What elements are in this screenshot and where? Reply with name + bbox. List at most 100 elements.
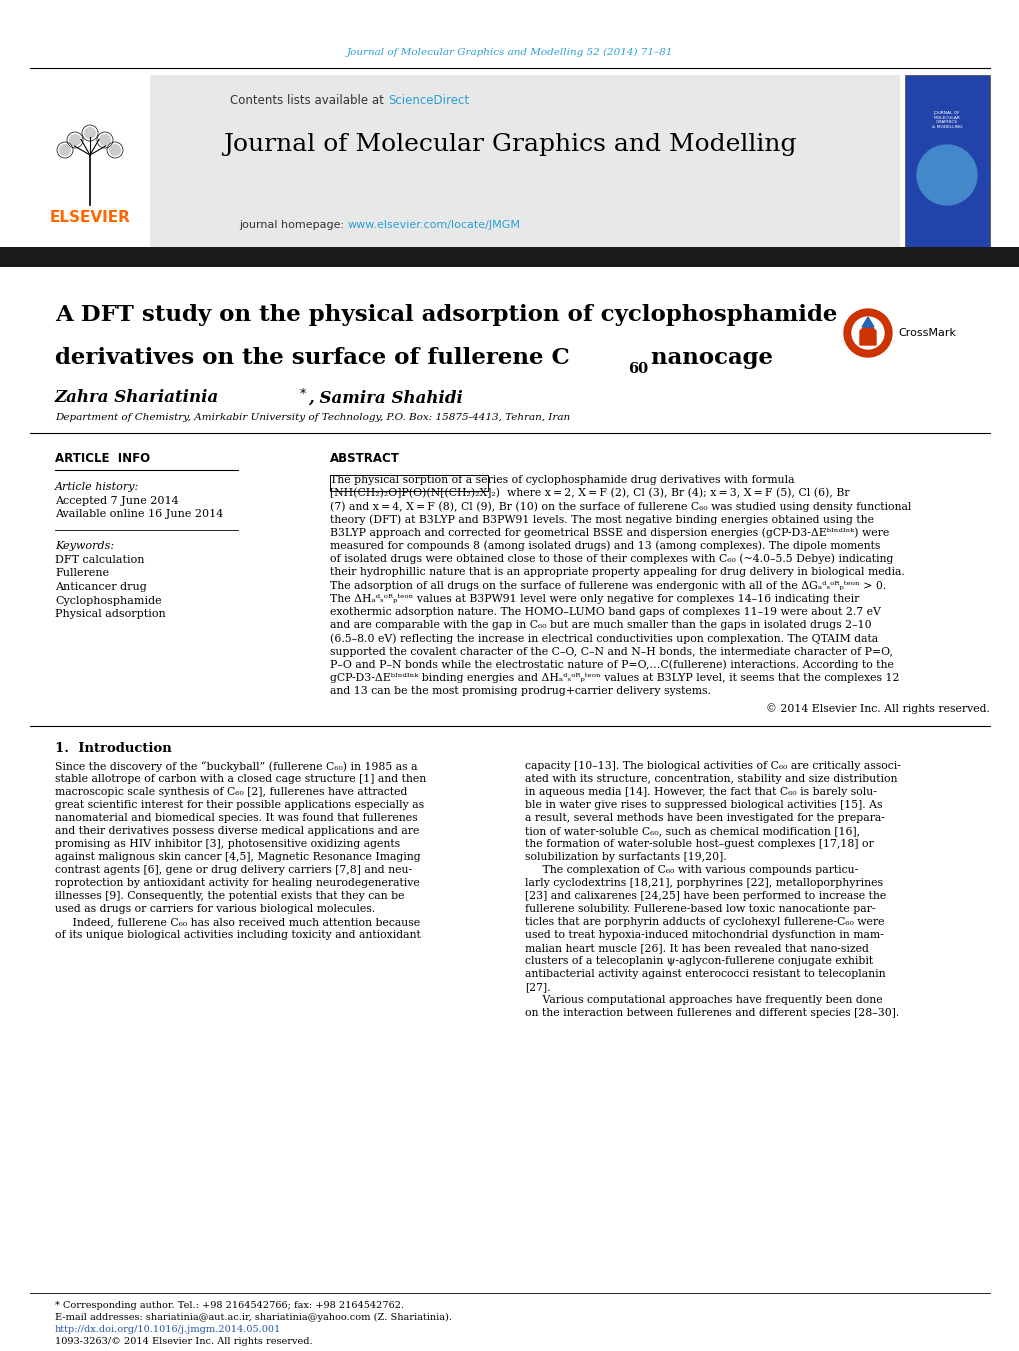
Text: tion of water-soluble C₆₀, such as chemical modification [16],: tion of water-soluble C₆₀, such as chemi… <box>525 827 859 836</box>
Text: 1093-3263/© 2014 Elsevier Inc. All rights reserved.: 1093-3263/© 2014 Elsevier Inc. All right… <box>55 1337 312 1347</box>
Text: journal homepage:: journal homepage: <box>239 220 347 230</box>
Text: ticles that are porphyrin adducts of cyclohexyl fullerene-C₆₀ were: ticles that are porphyrin adducts of cyc… <box>525 917 883 927</box>
Text: (7) and x = 4, X = F (8), Cl (9), Br (10) on the surface of fullerene C₆₀ was st: (7) and x = 4, X = F (8), Cl (9), Br (10… <box>330 501 911 512</box>
Text: ELSEVIER: ELSEVIER <box>50 211 130 226</box>
Text: promising as HIV inhibitor [3], photosensitive oxidizing agents: promising as HIV inhibitor [3], photosen… <box>55 839 399 850</box>
Text: exothermic adsorption nature. The HOMO–LUMO band gaps of complexes 11–19 were ab: exothermic adsorption nature. The HOMO–L… <box>330 607 880 617</box>
Text: The complexation of C₆₀ with various compounds particu-: The complexation of C₆₀ with various com… <box>525 866 857 875</box>
Circle shape <box>69 134 81 146</box>
Text: *: * <box>300 389 306 401</box>
Text: fullerene solubility. Fullerene-based low toxic nanocationte par-: fullerene solubility. Fullerene-based lo… <box>525 904 874 915</box>
Text: ScienceDirect: ScienceDirect <box>387 93 469 107</box>
Text: Accepted 7 June 2014: Accepted 7 June 2014 <box>55 496 178 507</box>
Text: Journal of Molecular Graphics and Modelling 52 (2014) 71–81: Journal of Molecular Graphics and Modell… <box>346 47 673 57</box>
Bar <box>30 76 899 250</box>
Text: nanomaterial and biomedical species. It was found that fullerenes: nanomaterial and biomedical species. It … <box>55 813 417 823</box>
Text: roprotection by antioxidant activity for healing neurodegenerative: roprotection by antioxidant activity for… <box>55 878 420 889</box>
Text: derivatives on the surface of fullerene C: derivatives on the surface of fullerene … <box>55 347 570 369</box>
Text: supported the covalent character of the C–O, C–N and N–H bonds, the intermediate: supported the covalent character of the … <box>330 647 892 657</box>
Text: P–O and P–N bonds while the electrostatic nature of P=O,…C(fullerene) interactio: P–O and P–N bonds while the electrostati… <box>330 659 893 670</box>
Text: 1.  Introduction: 1. Introduction <box>55 742 171 755</box>
Text: Various computational approaches have frequently been done: Various computational approaches have fr… <box>525 996 881 1005</box>
Text: their hydrophillic nature that is an appropriate property appealing for drug del: their hydrophillic nature that is an app… <box>330 567 904 577</box>
Text: contrast agents [6], gene or drug delivery carriers [7,8] and neu-: contrast agents [6], gene or drug delive… <box>55 866 412 875</box>
Text: macroscopic scale synthesis of C₆₀ [2], fullerenes have attracted: macroscopic scale synthesis of C₆₀ [2], … <box>55 788 407 797</box>
Text: illnesses [9]. Consequently, the potential exists that they can be: illnesses [9]. Consequently, the potenti… <box>55 892 405 901</box>
Text: JOURNAL OF
MOLECULAR
GRAPHICS
& MODELLING: JOURNAL OF MOLECULAR GRAPHICS & MODELLIN… <box>930 111 961 128</box>
Text: Fullerene: Fullerene <box>55 569 109 578</box>
Text: stable allotrope of carbon with a closed cage structure [1] and then: stable allotrope of carbon with a closed… <box>55 774 426 785</box>
Text: against malignous skin cancer [4,5], Magnetic Resonance Imaging: against malignous skin cancer [4,5], Mag… <box>55 852 420 862</box>
Text: ated with its structure, concentration, stability and size distribution: ated with its structure, concentration, … <box>525 774 897 785</box>
Text: gCP-D3-ΔEᵇᴵⁿᵈᴵⁿᵏ binding energies and ΔHₐᵈₛᵒᴿₚᵗᵉᵒⁿ values at B3LYP level, it see: gCP-D3-ΔEᵇᴵⁿᵈᴵⁿᵏ binding energies and ΔH… <box>330 673 899 684</box>
Text: (6.5–8.0 eV) reflecting the increase in electrical conductivities upon complexat: (6.5–8.0 eV) reflecting the increase in … <box>330 634 877 643</box>
Text: Journal of Molecular Graphics and Modelling: Journal of Molecular Graphics and Modell… <box>223 134 796 157</box>
Text: Since the discovery of the “buckyball” (fullerene C₆₀) in 1985 as a: Since the discovery of the “buckyball” (… <box>55 761 417 771</box>
Text: Available online 16 June 2014: Available online 16 June 2014 <box>55 509 223 519</box>
Text: Anticancer drug: Anticancer drug <box>55 582 147 592</box>
Text: ble in water give rises to suppressed biological activities [15]. As: ble in water give rises to suppressed bi… <box>525 800 881 811</box>
Text: of isolated drugs were obtained close to those of their complexes with C₆₀ (~4.0: of isolated drugs were obtained close to… <box>330 554 893 565</box>
Text: a result, several methods have been investigated for the prepara-: a result, several methods have been inve… <box>525 813 884 823</box>
Text: Zahra Shariatinia: Zahra Shariatinia <box>55 389 219 407</box>
Circle shape <box>84 127 96 139</box>
Text: Department of Chemistry, Amirkabir University of Technology, P.O. Box: 15875-441: Department of Chemistry, Amirkabir Unive… <box>55 413 570 423</box>
Text: http://dx.doi.org/10.1016/j.jmgm.2014.05.001: http://dx.doi.org/10.1016/j.jmgm.2014.05… <box>55 1325 281 1335</box>
Text: the formation of water-soluble host–guest complexes [17,18] or: the formation of water-soluble host–gues… <box>525 839 873 850</box>
Text: and their derivatives possess diverse medical applications and are: and their derivatives possess diverse me… <box>55 827 419 836</box>
Bar <box>30 76 150 250</box>
Circle shape <box>99 134 111 146</box>
Text: and are comparable with the gap in C₆₀ but are much smaller than the gaps in iso: and are comparable with the gap in C₆₀ b… <box>330 620 871 630</box>
Circle shape <box>109 145 121 155</box>
Text: DFT calculation: DFT calculation <box>55 555 145 565</box>
Text: The ΔHₐᵈₛᵒᴿₚᵗᵉᵒⁿ values at B3PW91 level were only negative for complexes 14–16 i: The ΔHₐᵈₛᵒᴿₚᵗᵉᵒⁿ values at B3PW91 level … <box>330 593 859 604</box>
Text: nanocage: nanocage <box>642 347 772 369</box>
Bar <box>0 247 1019 267</box>
Text: A DFT study on the physical adsorption of cyclophosphamide: A DFT study on the physical adsorption o… <box>55 304 837 326</box>
Text: 60: 60 <box>628 362 647 376</box>
Text: The physical sorption of a series of cyclophosphamide drug derivatives with form: The physical sorption of a series of cyc… <box>330 476 794 485</box>
Text: Cyclophosphamide: Cyclophosphamide <box>55 596 161 605</box>
Text: www.elsevier.com/locate/JMGM: www.elsevier.com/locate/JMGM <box>347 220 521 230</box>
Bar <box>330 476 487 490</box>
Text: Indeed, fullerene C₆₀ has also received much attention because: Indeed, fullerene C₆₀ has also received … <box>55 917 420 927</box>
Text: [NH(CH₂)₂O]P(O)(N[(CH₂)₂X]₂)  where x = 2, X = F (2), Cl (3), Br (4); x = 3, X =: [NH(CH₂)₂O]P(O)(N[(CH₂)₂X]₂) where x = 2… <box>330 488 849 499</box>
Text: E-mail addresses: shariatinia@aut.ac.ir, shariatinia@yahoo.com (Z. Shariatinia).: E-mail addresses: shariatinia@aut.ac.ir,… <box>55 1312 451 1321</box>
Text: [27].: [27]. <box>525 982 550 993</box>
Text: great scientific interest for their possible applications especially as: great scientific interest for their poss… <box>55 800 424 811</box>
Circle shape <box>59 145 71 155</box>
Text: capacity [10–13]. The biological activities of C₆₀ are critically associ-: capacity [10–13]. The biological activit… <box>525 762 900 771</box>
Text: * Corresponding author. Tel.: +98 2164542766; fax: +98 2164542762.: * Corresponding author. Tel.: +98 216454… <box>55 1301 404 1309</box>
Text: Physical adsorption: Physical adsorption <box>55 609 166 619</box>
Text: CrossMark: CrossMark <box>897 328 955 338</box>
Text: theory (DFT) at B3LYP and B3PW91 levels. The most negative binding energies obta: theory (DFT) at B3LYP and B3PW91 levels.… <box>330 515 873 526</box>
Text: used as drugs or carriers for various biological molecules.: used as drugs or carriers for various bi… <box>55 904 375 915</box>
Text: clusters of a telecoplanin ψ-aglycon-fullerene conjugate exhibit: clusters of a telecoplanin ψ-aglycon-ful… <box>525 957 872 966</box>
Text: © 2014 Elsevier Inc. All rights reserved.: © 2014 Elsevier Inc. All rights reserved… <box>765 703 989 713</box>
Text: Article history:: Article history: <box>55 482 140 492</box>
Text: antibacterial activity against enterococci resistant to telecoplanin: antibacterial activity against enterococ… <box>525 970 884 979</box>
Text: larly cyclodextrins [18,21], porphyrines [22], metalloporphyrines: larly cyclodextrins [18,21], porphyrines… <box>525 878 882 889</box>
Text: B3LYP approach and corrected for geometrical BSSE and dispersion energies (gCP-D: B3LYP approach and corrected for geometr… <box>330 527 889 538</box>
Text: [23] and calixarenes [24,25] have been performed to increase the: [23] and calixarenes [24,25] have been p… <box>525 892 886 901</box>
Text: ABSTRACT: ABSTRACT <box>330 451 399 465</box>
Text: The adsorption of all drugs on the surface of fullerene was endergonic with all : The adsorption of all drugs on the surfa… <box>330 581 886 590</box>
Text: of its unique biological activities including toxicity and antioxidant: of its unique biological activities incl… <box>55 931 421 940</box>
Circle shape <box>916 145 976 205</box>
Text: and 13 can be the most promising prodrug+carrier delivery systems.: and 13 can be the most promising prodrug… <box>330 686 710 696</box>
Polygon shape <box>861 317 873 327</box>
Text: on the interaction between fullerenes and different species [28–30].: on the interaction between fullerenes an… <box>525 1008 899 1019</box>
Text: ARTICLE  INFO: ARTICLE INFO <box>55 451 150 465</box>
Circle shape <box>843 309 892 357</box>
Bar <box>904 76 989 250</box>
Text: , Samira Shahidi: , Samira Shahidi <box>308 389 463 407</box>
Text: measured for compounds 8 (among isolated drugs) and 13 (among complexes). The di: measured for compounds 8 (among isolated… <box>330 540 879 551</box>
Text: Keywords:: Keywords: <box>55 540 114 551</box>
Circle shape <box>851 317 883 349</box>
Text: solubilization by surfactants [19,20].: solubilization by surfactants [19,20]. <box>525 852 726 862</box>
Text: used to treat hypoxia-induced mitochondrial dysfunction in mam-: used to treat hypoxia-induced mitochondr… <box>525 931 882 940</box>
Polygon shape <box>859 323 875 345</box>
Text: Contents lists available at: Contents lists available at <box>230 93 387 107</box>
Text: in aqueous media [14]. However, the fact that C₆₀ is barely solu-: in aqueous media [14]. However, the fact… <box>525 788 876 797</box>
Text: malian heart muscle [26]. It has been revealed that nano-sized: malian heart muscle [26]. It has been re… <box>525 943 868 954</box>
